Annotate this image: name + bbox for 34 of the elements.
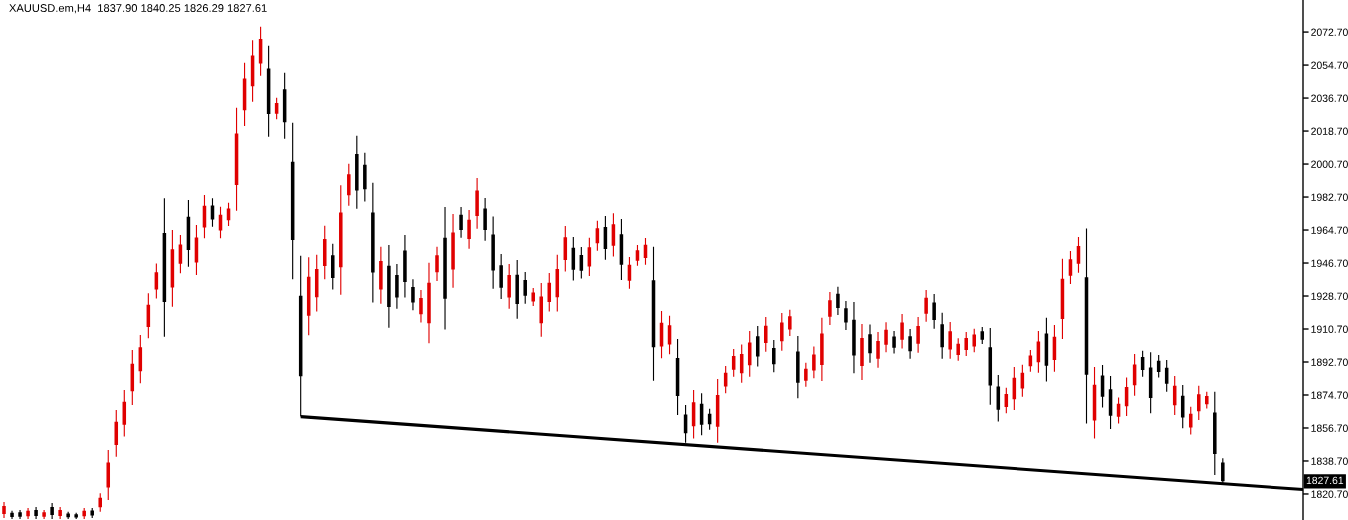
candlestick <box>892 331 896 354</box>
candlestick <box>884 322 888 353</box>
candlestick <box>876 331 880 368</box>
y-tick-label: 2072.70 <box>1311 28 1348 36</box>
y-tick-label: 1964.70 <box>1311 226 1348 234</box>
y-tick-label: 1910.70 <box>1311 325 1348 333</box>
candlestick <box>868 324 872 363</box>
candlestick <box>10 510 14 520</box>
candlestick <box>860 324 864 380</box>
candlestick <box>443 207 447 330</box>
chart-title: XAUUSD.em,H4 1837.90 1840.25 1826.29 1827.61 <box>9 4 267 14</box>
candlestick <box>852 302 856 374</box>
y-tick-label: 2054.70 <box>1311 61 1348 69</box>
y-tick-label: 2018.70 <box>1311 127 1348 135</box>
y-tick-label: 1838.70 <box>1311 457 1348 465</box>
y-tick-label: 1946.70 <box>1311 259 1348 267</box>
y-tick-label: 1874.70 <box>1311 391 1348 399</box>
candlestick <box>427 262 431 344</box>
y-tick-label: 1892.70 <box>1311 358 1348 366</box>
candlestick <box>42 509 46 520</box>
y-tick-label: 1856.70 <box>1311 424 1348 432</box>
y-tick-label: 2036.70 <box>1311 94 1348 102</box>
candlestick <box>419 289 423 323</box>
y-tick-label: 2000.70 <box>1311 160 1348 168</box>
y-tick-label: 1982.70 <box>1311 193 1348 201</box>
candlestick <box>435 246 439 281</box>
y-tick-label: 1820.70 <box>1311 490 1348 498</box>
candlestick <box>844 300 848 330</box>
annotation: 1827.61 <box>1306 476 1344 485</box>
y-tick-label: 1928.70 <box>1311 292 1348 300</box>
candlestick <box>451 214 455 288</box>
candlestick <box>18 509 22 520</box>
candlestick <box>2 502 6 518</box>
candlestick <box>411 279 415 311</box>
